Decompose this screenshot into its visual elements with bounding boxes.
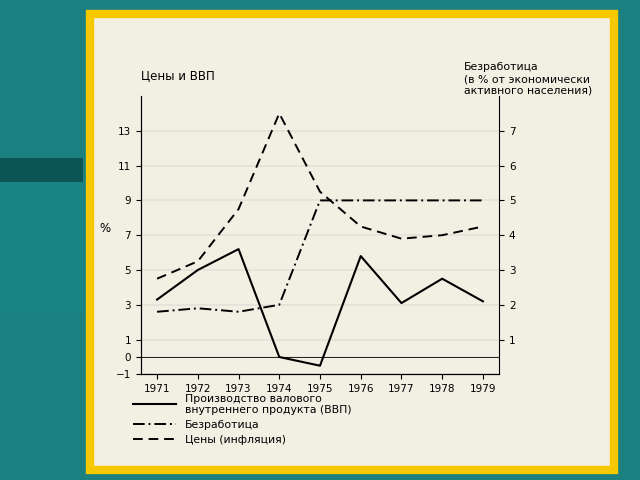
Text: Безработица
(в % от экономически
активного населения): Безработица (в % от экономически активно… <box>464 62 592 96</box>
Legend: Производство валового
внутреннего продукта (ВВП), Безработица, Цены (инфляция): Производство валового внутреннего продук… <box>128 389 356 449</box>
Y-axis label: %: % <box>99 222 110 235</box>
Text: Цены и ВВП: Цены и ВВП <box>141 69 214 82</box>
